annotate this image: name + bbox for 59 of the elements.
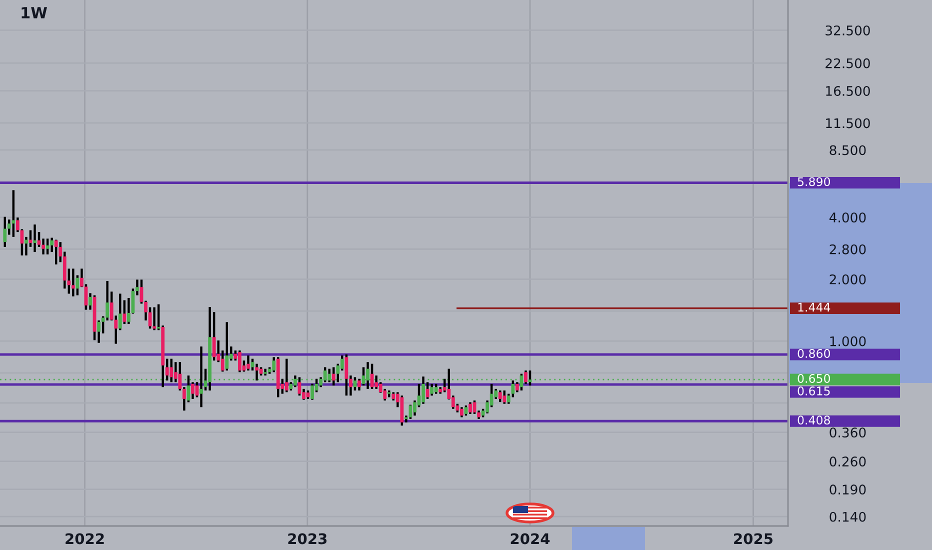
candlestick bbox=[511, 379, 515, 398]
y-tick-label: 0.260 bbox=[830, 456, 866, 467]
candlestick bbox=[344, 353, 348, 397]
ref-line-label: 0.860 bbox=[798, 349, 830, 358]
candlestick bbox=[12, 189, 16, 238]
candlestick bbox=[422, 375, 425, 405]
y-tick-label: 22.500 bbox=[826, 58, 870, 68]
candlestick bbox=[434, 382, 438, 395]
x-tick-label: 2023 bbox=[288, 533, 327, 544]
candlestick bbox=[97, 319, 101, 344]
ref-line-label: 0.650 bbox=[798, 374, 830, 383]
candlestick bbox=[468, 401, 472, 416]
candlestick bbox=[310, 382, 314, 401]
y-tick-label: 0.140 bbox=[830, 512, 866, 522]
candlestick bbox=[152, 306, 156, 332]
y-tick-label: 11.500 bbox=[826, 118, 870, 128]
ref-line-label: 5.890 bbox=[798, 177, 830, 186]
candlestick bbox=[50, 236, 54, 254]
data-label: 1.444 bbox=[798, 302, 830, 312]
y-tick-label: 16.500 bbox=[826, 86, 870, 96]
candlestick bbox=[284, 358, 288, 394]
x-tick-label: 2024 bbox=[510, 533, 550, 544]
candlestick bbox=[332, 366, 336, 387]
candlestick bbox=[272, 356, 276, 374]
candlestick bbox=[71, 268, 75, 298]
candlestick bbox=[502, 389, 506, 405]
candlestick bbox=[298, 376, 302, 397]
candlestick bbox=[3, 216, 7, 248]
y-tick-label: 0.360 bbox=[830, 427, 866, 438]
x-tick-label: 2025 bbox=[734, 533, 773, 544]
y-tick-label: 1.000 bbox=[830, 336, 866, 346]
y-tick-label: 2.800 bbox=[830, 244, 866, 254]
y-tick-label: 8.500 bbox=[830, 145, 866, 156]
candlestick bbox=[255, 362, 258, 382]
candlestick bbox=[212, 310, 216, 362]
candlestick bbox=[225, 321, 229, 372]
y-tick-label: 2.000 bbox=[830, 274, 866, 284]
candlestick bbox=[323, 366, 327, 384]
candlestick bbox=[472, 399, 476, 416]
chart-title: 1W bbox=[22, 7, 48, 18]
candlestick bbox=[170, 358, 174, 384]
candlestick bbox=[238, 349, 242, 374]
x-tick-label: 2022 bbox=[66, 533, 104, 544]
y-tick-label: 32.500 bbox=[826, 25, 870, 36]
y-tick-label: 4.000 bbox=[829, 212, 866, 222]
candlestick bbox=[464, 404, 468, 417]
candlestick bbox=[498, 389, 502, 404]
ref-line-label: 0.408 bbox=[798, 416, 830, 425]
candlestick bbox=[88, 292, 92, 311]
candlestick bbox=[33, 223, 36, 254]
candlestick bbox=[46, 238, 50, 256]
y-tick-label: 0.190 bbox=[830, 484, 866, 495]
candlestick bbox=[430, 382, 434, 397]
ref-line-label: 0.615 bbox=[798, 386, 830, 396]
candlestick bbox=[246, 354, 250, 372]
candlestick bbox=[156, 303, 160, 332]
candlestick bbox=[374, 374, 378, 390]
candlestick bbox=[122, 299, 126, 326]
candlestick bbox=[54, 238, 58, 266]
